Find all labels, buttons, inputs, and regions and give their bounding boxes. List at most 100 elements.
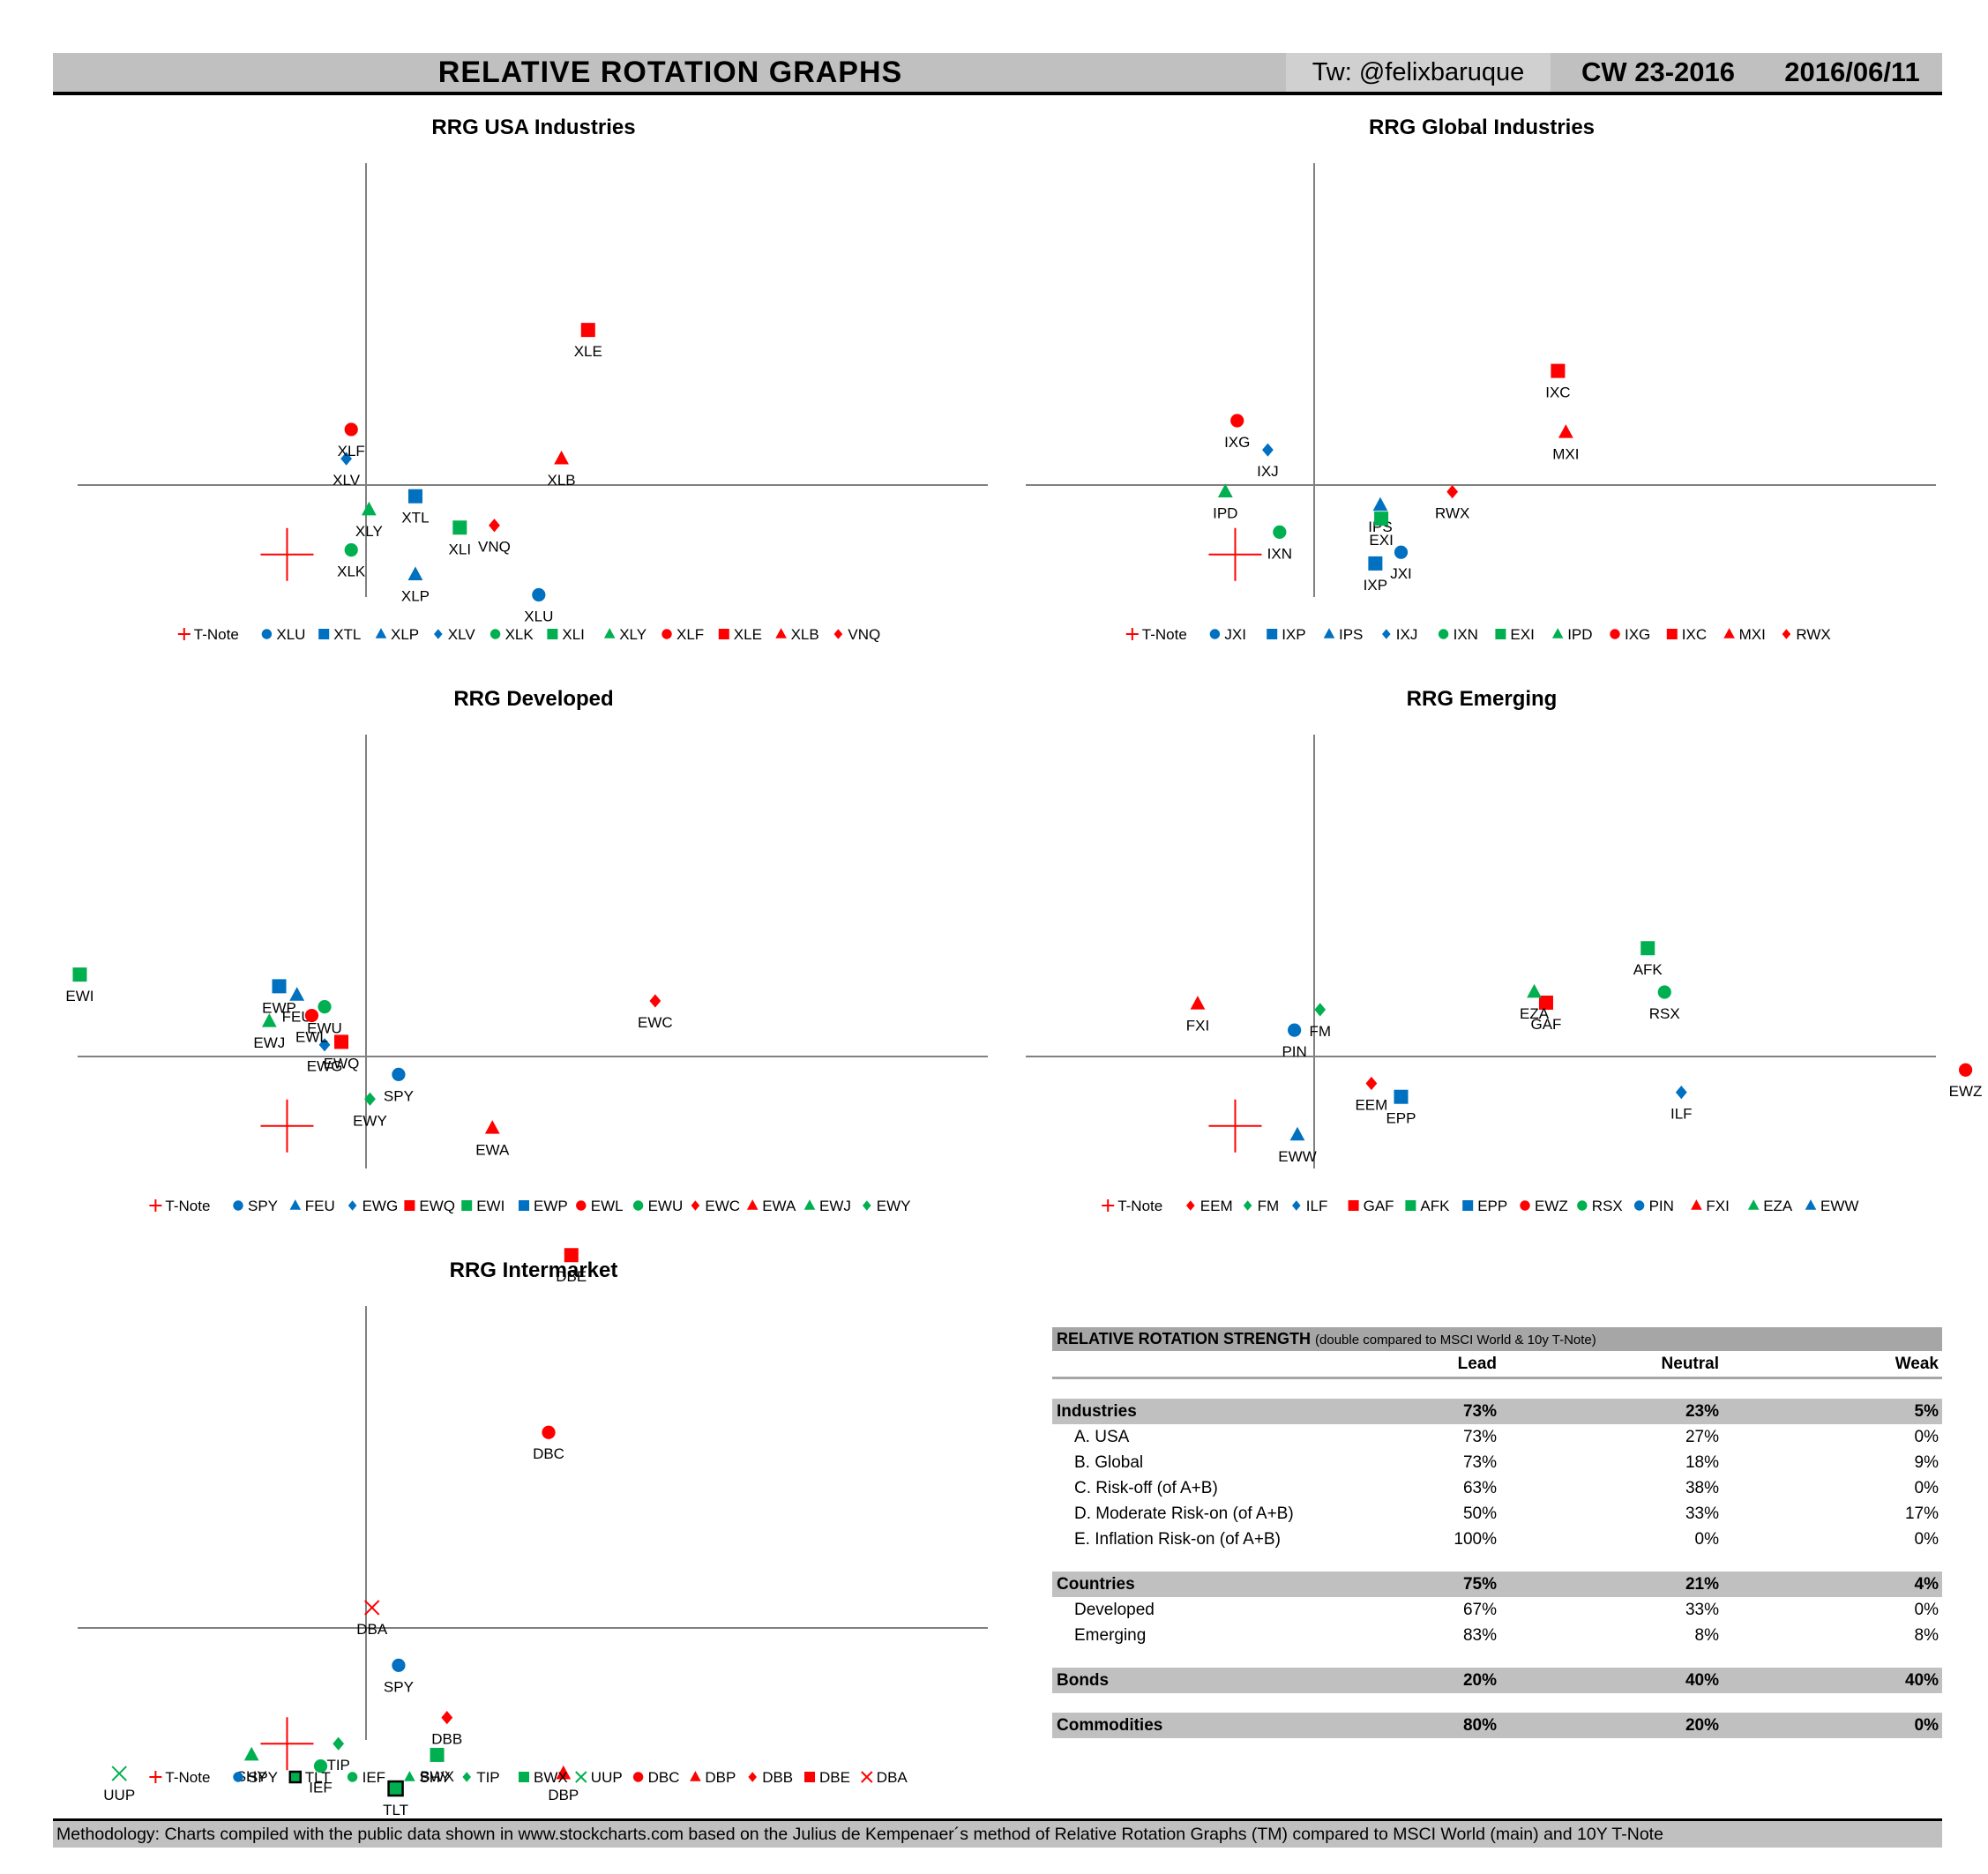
legend-label-eza: EZA [1763, 1198, 1793, 1214]
chart-legend: T-Note XLU XTL XLP XLV XLK XLI XLY XLF XLE XLB VNQ [177, 626, 880, 643]
legend-label-spy: SPY [248, 1198, 278, 1214]
legend-marker-xlv [434, 629, 443, 639]
data-point-gaf [1538, 995, 1553, 1010]
legend-marker-epp [1462, 1200, 1474, 1211]
legend-marker-spy [233, 1200, 243, 1211]
legend-marker-ewp [519, 1200, 529, 1211]
point-label-eww: EWW [1278, 1148, 1316, 1165]
legend-marker-t-note [1125, 628, 1139, 640]
legend-label-ewg: EWG [362, 1198, 399, 1214]
legend-marker-xli [547, 629, 558, 639]
legend-marker-xtl [318, 629, 330, 639]
data-point-xlv [340, 452, 353, 466]
legend-marker-dbc [632, 1772, 644, 1782]
point-label-jxi: JXI [1390, 565, 1412, 582]
legend-label-afk: AFK [1420, 1198, 1450, 1214]
legend-marker-dbb [748, 1772, 757, 1782]
legend-label-ewu: EWU [648, 1198, 684, 1214]
chart-global-industries: RRG Global Industries JXI IXP IPS IXJ IXN EXI I… [1001, 106, 1936, 653]
legend-label-exi: EXI [1510, 626, 1534, 643]
point-label-fxi: FXI [1186, 1017, 1209, 1034]
point-label-ipd: IPD [1213, 505, 1237, 522]
point-label-tip: TIP [326, 1757, 349, 1773]
point-label-spy: SPY [384, 1678, 414, 1695]
legend-label-ixn: IXN [1454, 626, 1478, 643]
legend-label-uup: UUP [591, 1769, 623, 1786]
legend-marker-ipd [1551, 628, 1564, 638]
legend-marker-t-note [177, 628, 191, 640]
data-point-ewc [649, 994, 661, 1008]
point-label-xle: XLE [574, 343, 602, 360]
point-label-ixc: IXC [1545, 385, 1570, 401]
data-point-rwx [1446, 485, 1459, 499]
data-point-xlb [554, 450, 569, 465]
point-label-uup: UUP [103, 1787, 135, 1803]
legend-label-xly: XLY [619, 626, 646, 643]
legend-label-ewy: EWY [877, 1198, 911, 1214]
data-point-jxi [1394, 545, 1409, 559]
data-point-tlt [387, 1780, 404, 1797]
data-point-ewq [334, 1034, 349, 1049]
methodology-footer: Methodology: Charts compiled with the pu… [53, 1818, 1942, 1848]
legend-label-mxi: MXI [1739, 626, 1766, 643]
legend-marker-ixp [1267, 629, 1278, 639]
col-header-weak: Weak [1895, 1355, 1939, 1373]
legend-label-pin: PIN [1649, 1198, 1674, 1214]
data-point-xlk [344, 543, 358, 557]
calendar-week: CW 23-2016 [1581, 56, 1736, 87]
data-point-xle [580, 323, 595, 338]
legend-label-ewc: EWC [705, 1198, 740, 1214]
chart-intermarket: RRG Intermarket SPY TLT IEF SHY TIP BWX UUP DBC D… [53, 1248, 988, 1818]
legend-marker-xlk [490, 629, 501, 639]
legend-marker-mxi [1723, 628, 1735, 638]
data-point-ixg [1230, 414, 1244, 428]
legend-marker-eww [1805, 1199, 1817, 1210]
data-point-dbp [556, 1765, 572, 1780]
point-label-ilf: ILF [1670, 1106, 1693, 1123]
point-label-rsx: RSX [1649, 1005, 1680, 1022]
point-label-eem: EEM [1355, 1096, 1387, 1113]
chart-legend: T-Note EEM FM ILF GAF AFK EPP EWZ RSX PIN FXI EZA EW… [1102, 1198, 1858, 1214]
legend-marker-tip [462, 1772, 471, 1782]
legend-label-ewi: EWI [476, 1198, 504, 1214]
point-label-ewp: EWP [262, 999, 296, 1016]
table-title-row: RELATIVE ROTATION STRENGTH (double compa… [1052, 1327, 1942, 1351]
data-point-eem [1365, 1076, 1378, 1091]
legend-marker-rsx [1577, 1200, 1588, 1211]
data-point-xtl [407, 489, 422, 504]
legend-marker-ewy [863, 1200, 871, 1211]
report-date: 2016/06/11 [1784, 56, 1920, 87]
legend-marker-pin [1633, 1200, 1645, 1211]
legend-marker-dba [861, 1771, 873, 1783]
rotation-strength-table: RELATIVE ROTATION STRENGTH (double compa… [1052, 1327, 1942, 1738]
legend-marker-feu [289, 1199, 302, 1210]
data-point-ewa [484, 1120, 500, 1134]
legend-label-ipd: IPD [1567, 626, 1592, 643]
data-point-ipd [1217, 483, 1233, 498]
point-label-dbp: DBP [548, 1787, 579, 1803]
legend-marker-exi [1495, 629, 1506, 639]
legend-marker-ilf [1292, 1200, 1301, 1211]
table-row: Emerging 83% 8% 8% [1074, 1626, 1939, 1645]
legend-label-ixg: IXG [1625, 626, 1650, 643]
data-point-spy [392, 1067, 406, 1081]
data-point-xly [361, 501, 377, 516]
data-point-eza [1527, 983, 1542, 998]
chart-svg: RRG IntermarketSPYTLTIEFSHYTIPBWXUUPDBCD… [78, 1248, 988, 1818]
legend-label-xlp: XLP [391, 626, 419, 643]
legend-label-ips: IPS [1339, 626, 1363, 643]
data-point-ewj [261, 1012, 277, 1027]
legend-marker-ewl [576, 1200, 587, 1211]
legend-label-t-note: T-Note [165, 1198, 210, 1214]
page-title: RELATIVE ROTATION GRAPHS [437, 56, 903, 89]
chart-legend: T-Note JXI IXP IPS IXJ IXN EXI IPD IXG IXC MXI RWX [1125, 626, 1831, 643]
legend-label-eww: EWW [1820, 1198, 1858, 1214]
legend-label-ixc: IXC [1682, 626, 1707, 643]
data-point-vnq [489, 519, 500, 533]
point-label-spy: SPY [384, 1087, 414, 1104]
legend-marker-eem [1186, 1200, 1195, 1211]
data-point-ixn [1273, 525, 1287, 539]
table-title: RELATIVE ROTATION STRENGTH [1057, 1330, 1311, 1348]
chart-legend: T-Note SPY TLT IEF SHY TIP BWX UUP DBC DBP DBB DBE D… [149, 1769, 908, 1786]
legend-label-fxi: FXI [1706, 1198, 1729, 1214]
